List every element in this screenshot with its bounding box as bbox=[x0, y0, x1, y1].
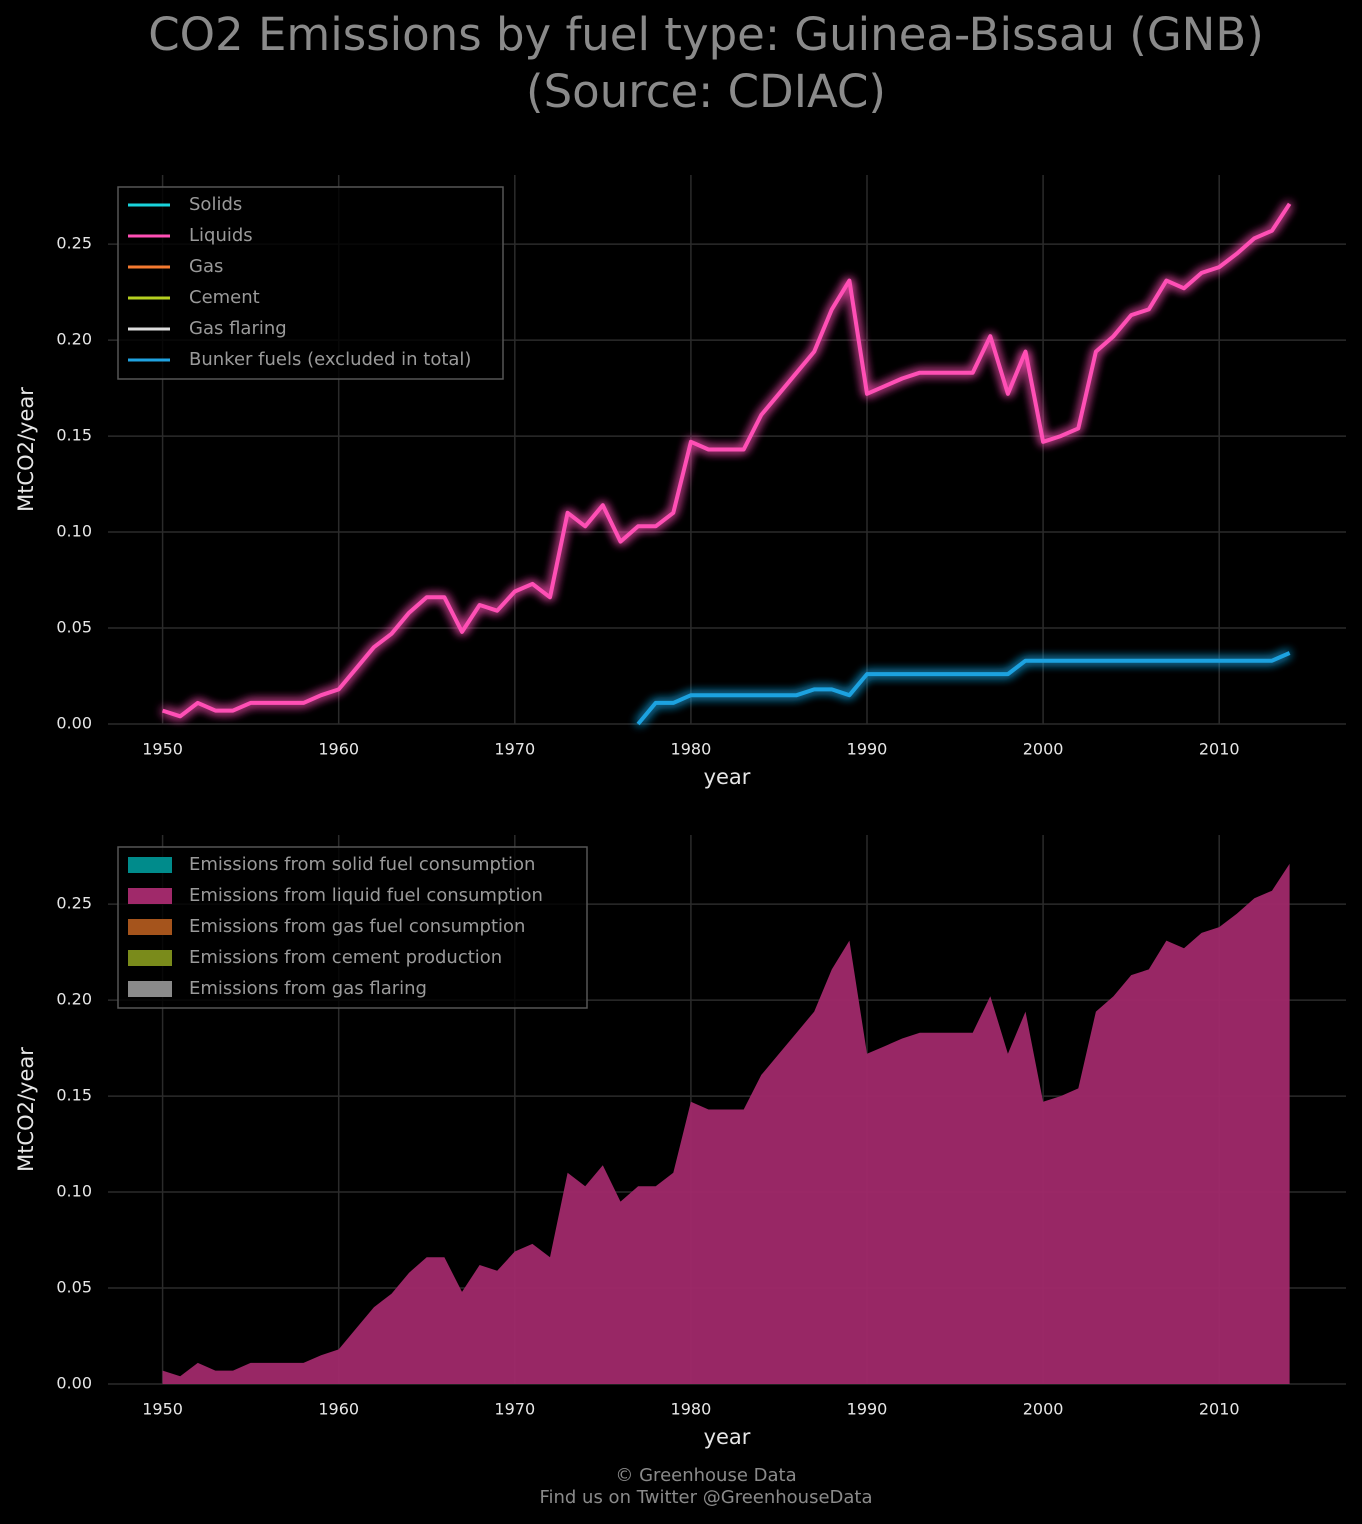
y-tick-label: 0.25 bbox=[56, 894, 92, 913]
x-tick-label: 1960 bbox=[318, 740, 359, 759]
legend-swatch bbox=[128, 888, 172, 904]
legend-label: Emissions from cement production bbox=[189, 947, 502, 968]
legend-swatch bbox=[128, 981, 172, 997]
x-tick-label: 1970 bbox=[494, 1400, 535, 1419]
x-tick-label: 1990 bbox=[847, 740, 888, 759]
legend-swatch bbox=[128, 950, 172, 966]
legend: Solids Liquids Gas Cement Gas flaring Bunker … bbox=[117, 186, 504, 380]
legend-label: Emissions from solid fuel consumption bbox=[189, 854, 535, 875]
y-tick-label: 0.20 bbox=[56, 330, 92, 349]
legend-label: Liquids bbox=[189, 225, 253, 246]
area bbox=[162, 863, 1290, 1384]
x-tick-label: 1980 bbox=[671, 740, 712, 759]
legend-label: Emissions from gas flaring bbox=[189, 978, 427, 999]
footer-line: © Greenhouse Data bbox=[615, 1465, 796, 1486]
legend-box bbox=[117, 846, 588, 1009]
legend-swatch bbox=[128, 857, 172, 873]
line bbox=[161, 202, 1292, 719]
legend-box bbox=[117, 186, 504, 380]
title-line: (Source: CDIAC) bbox=[526, 65, 886, 118]
x-tick-label: 2010 bbox=[1199, 740, 1240, 759]
x-tick-label: 1960 bbox=[318, 1400, 359, 1419]
legend: Emissions from solid fuel consumption Emi… bbox=[117, 846, 588, 1009]
y-axis-label: MtCO2/year bbox=[14, 1047, 38, 1172]
subplot: 0.00 0.05 0.10 0.15 0.20 0.25 1950 1960 1970 1980… bbox=[14, 175, 1346, 789]
x-tick-label: 1980 bbox=[671, 1400, 712, 1419]
y-tick-label: 0.25 bbox=[56, 234, 92, 253]
legend-label: Gas flaring bbox=[189, 318, 287, 339]
subplot: 0.00 0.05 0.10 0.15 0.20 0.25 1950 1960 1970 1980… bbox=[14, 835, 1346, 1449]
legend-label: Solids bbox=[189, 194, 242, 215]
y-tick-label: 0.15 bbox=[56, 426, 92, 445]
y-axis-label: MtCO2/year bbox=[14, 387, 38, 512]
legend-label: Gas bbox=[189, 256, 223, 277]
x-tick-label: 2010 bbox=[1199, 1400, 1240, 1419]
y-tick-label: 0.15 bbox=[56, 1086, 92, 1105]
legend-swatch bbox=[128, 919, 172, 935]
y-tick-label: 0.05 bbox=[56, 1278, 92, 1297]
x-tick-label: 1970 bbox=[494, 740, 535, 759]
y-tick-label: 0.00 bbox=[56, 1374, 92, 1393]
legend-label: Bunker fuels (excluded in total) bbox=[189, 349, 471, 370]
x-axis-label: year bbox=[704, 765, 751, 789]
x-tick-label: 1950 bbox=[142, 1400, 183, 1419]
legend-label: Emissions from liquid fuel consumption bbox=[189, 885, 543, 906]
x-axis-label: year bbox=[704, 1425, 751, 1449]
y-tick-label: 0.10 bbox=[56, 522, 92, 541]
y-tick-label: 0.00 bbox=[56, 714, 92, 733]
title-line: CO2 Emissions by fuel type: Guinea-Bissa… bbox=[148, 8, 1264, 61]
x-tick-label: 1950 bbox=[142, 740, 183, 759]
line bbox=[636, 651, 1291, 726]
y-tick-label: 0.10 bbox=[56, 1182, 92, 1201]
legend-label: Cement bbox=[189, 287, 260, 308]
y-tick-label: 0.20 bbox=[56, 990, 92, 1009]
y-tick-label: 0.05 bbox=[56, 618, 92, 637]
legend-label: Emissions from gas fuel consumption bbox=[189, 916, 525, 937]
footer-line: Find us on Twitter @GreenhouseData bbox=[539, 1487, 872, 1508]
x-tick-label: 2000 bbox=[1023, 740, 1064, 759]
x-tick-label: 1990 bbox=[847, 1400, 888, 1419]
x-tick-label: 2000 bbox=[1023, 1400, 1064, 1419]
